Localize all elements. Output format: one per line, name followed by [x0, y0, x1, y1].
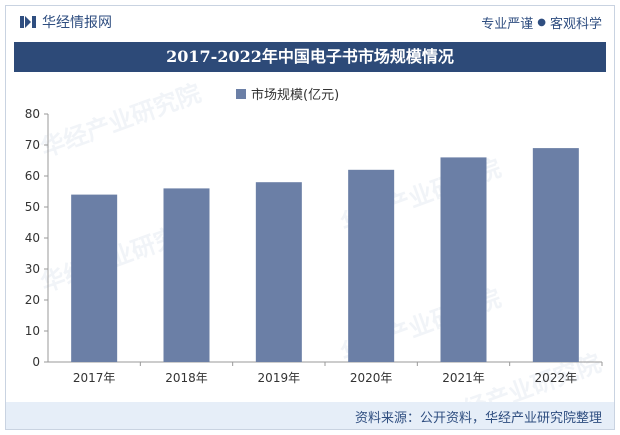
bar-chart: 0 10 20 30 40 50 60 70 80 2017年 2018年 2019年 2020年 202… [25, 107, 603, 385]
chart-title: 2017-2022年中国电子书市场规模情况 [166, 47, 454, 66]
legend-label: 市场规模(亿元) [251, 88, 340, 103]
y-tick-label: 40 [25, 231, 40, 245]
chart-frame: 华经情报网 专业严谨 ● 客观科学 2017-2022年中国电子书市场规模情况 … [5, 5, 615, 433]
x-tick-label: 2022年 [535, 371, 578, 385]
bar [255, 182, 302, 362]
y-tick-label: 60 [25, 169, 40, 183]
bar [71, 194, 118, 362]
x-tick-label: 2019年 [258, 371, 301, 385]
y-tick-label: 30 [25, 262, 40, 276]
bar [163, 188, 210, 362]
chart-title-bar: 2017-2022年中国电子书市场规模情况 [14, 42, 606, 72]
legend: 市场规模(亿元) [236, 84, 339, 103]
y-tick-label: 80 [25, 107, 40, 121]
bar [348, 169, 395, 362]
bar [532, 148, 579, 362]
x-tick-label: 2020年 [350, 371, 393, 385]
x-tick-label: 2021年 [442, 371, 485, 385]
slogan: 专业严谨 ● 客观科学 [481, 13, 602, 32]
y-tick-label: 0 [32, 355, 40, 369]
legend-swatch [236, 88, 246, 99]
x-tick-label: 2018年 [165, 371, 208, 385]
slogan-right: 客观科学 [549, 17, 602, 32]
y-tick-label: 20 [25, 293, 40, 307]
top-bar: 华经情报网 专业严谨 ● 客观科学 [6, 6, 614, 36]
source-note: 资料来源：公开资料，华经产业研究院整理 [354, 411, 602, 426]
brand: 华经情报网 [20, 12, 112, 32]
logo-icon [20, 16, 36, 28]
brand-name: 华经情报网 [42, 15, 112, 31]
bar [440, 157, 487, 362]
slogan-left: 专业严谨 [481, 17, 534, 32]
y-tick-label: 70 [25, 138, 40, 152]
y-tick-label: 50 [25, 200, 40, 214]
slogan-separator: ● [537, 17, 546, 28]
footer: 资料来源：公开资料，华经产业研究院整理 [6, 402, 614, 429]
x-tick-label: 2017年 [73, 371, 116, 385]
y-tick-label: 10 [25, 324, 40, 338]
